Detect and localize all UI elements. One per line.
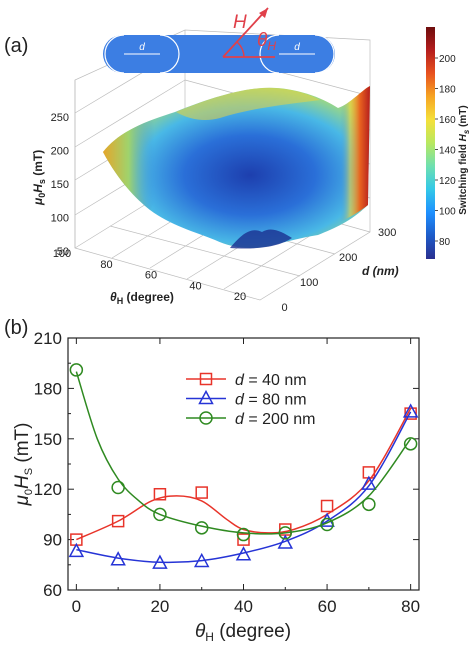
plot-series xyxy=(68,363,419,569)
x-tick-label: 80 xyxy=(401,597,420,616)
field-symbol: H xyxy=(233,12,247,33)
y-axis: 60 90 120 150 180 210 xyxy=(34,329,419,600)
panel-b-label: (b) xyxy=(4,317,28,339)
theta-tick-label: 80 xyxy=(100,259,112,271)
data-point xyxy=(236,527,251,542)
legend-label: d = 80 nm xyxy=(235,392,307,409)
data-point xyxy=(237,533,250,546)
data-point xyxy=(111,480,125,495)
field-vector xyxy=(222,7,275,58)
y-tick-label: 150 xyxy=(34,430,62,449)
legend-entry: d = 40 nm xyxy=(186,372,307,389)
y-tick-label: 90 xyxy=(43,531,62,550)
theta-axis: 100 80 60 40 20 0 xyxy=(53,248,288,314)
theta-tick-label: 0 xyxy=(281,302,287,314)
colorbar-tick-label: 200 xyxy=(439,54,456,65)
theta-tick-label: 100 xyxy=(53,248,71,260)
switching-field-surface xyxy=(103,86,370,249)
z-axis-label: μ0Hs (mT) xyxy=(31,150,47,206)
series-triangle xyxy=(68,403,419,569)
particle-illustration: d d xyxy=(103,34,335,74)
series-fit-line xyxy=(76,408,412,541)
colorbar-tick-label: 120 xyxy=(439,176,456,187)
data-point xyxy=(320,517,334,532)
data-point xyxy=(152,554,168,569)
series-fit-line xyxy=(76,411,412,564)
d-tick-label: 100 xyxy=(300,277,318,289)
data-point xyxy=(195,486,208,499)
theta-axis-label: θH (degree) xyxy=(110,290,174,306)
series-square xyxy=(70,407,417,546)
x-tick-label: 0 xyxy=(72,597,81,616)
field-angle-symbol: θH xyxy=(257,30,276,53)
data-point xyxy=(362,497,376,512)
y-tick-label: 180 xyxy=(34,379,62,398)
theta-tick-label: 40 xyxy=(189,280,201,292)
data-point xyxy=(235,546,252,561)
series-circle xyxy=(69,363,418,542)
d-tick-label: 300 xyxy=(378,227,396,239)
series-fit-line xyxy=(75,371,412,535)
data-point xyxy=(320,499,334,513)
y-tick-label: 60 xyxy=(43,581,62,600)
panel-b: (b) 60 90 120 150 180 210 0 20 40 60 80 d = 40 nm… xyxy=(4,317,420,644)
colorbar-tick-label: 160 xyxy=(439,115,456,126)
colorbar-tick-label: 100 xyxy=(439,207,456,218)
colorbar-gradient xyxy=(426,27,435,259)
y-axis-label: μ0HS (mT) xyxy=(12,423,35,507)
data-point xyxy=(402,403,419,418)
z-tick-label: 100 xyxy=(51,213,69,225)
x-tick-label: 40 xyxy=(234,597,253,616)
legend: d = 40 nm d = 80 nm d = 200 nm xyxy=(186,372,316,428)
data-point xyxy=(194,521,209,535)
data-point xyxy=(403,437,418,451)
d-tick-label: 200 xyxy=(339,252,357,264)
legend-entry: d = 200 nm xyxy=(186,411,316,428)
d-axis: 300 200 100 xyxy=(300,227,396,289)
colorbar-tick-label: 80 xyxy=(439,237,451,248)
x-tick-label: 60 xyxy=(318,597,337,616)
legend-label: d = 200 nm xyxy=(235,411,316,428)
d-axis-label: d (nm) xyxy=(362,264,399,278)
data-point xyxy=(153,507,167,522)
y-tick-label: 120 xyxy=(34,480,62,499)
data-point xyxy=(193,552,210,568)
data-point xyxy=(153,487,167,501)
colorbar-tick-label: 180 xyxy=(439,85,456,96)
theta-tick-label: 20 xyxy=(234,291,246,303)
theta-tick-label: 60 xyxy=(145,270,157,282)
z-tick-label: 150 xyxy=(51,179,69,191)
z-tick-label: 200 xyxy=(51,146,69,158)
data-point xyxy=(277,534,294,549)
z-tick-label: 50 xyxy=(57,246,69,258)
x-tick-label: 20 xyxy=(150,597,169,616)
y-tick-label: 210 xyxy=(34,329,62,348)
legend-marker xyxy=(199,372,213,386)
legend-label: d = 40 nm xyxy=(235,372,307,389)
panel-a-label: (a) xyxy=(4,35,28,57)
data-point xyxy=(111,514,125,528)
x-axis: 0 20 40 60 80 xyxy=(72,338,420,616)
x-axis-label: θH (degree) xyxy=(195,621,291,644)
legend-entry: d = 80 nm xyxy=(186,389,307,409)
particle-d-right-label: d xyxy=(294,42,300,53)
z-tick-label: 250 xyxy=(51,112,69,124)
legend-marker xyxy=(199,411,213,425)
colorbar-tick-label: 140 xyxy=(439,146,456,157)
legend-marker xyxy=(198,389,214,405)
data-point xyxy=(110,551,126,566)
data-point xyxy=(69,363,84,377)
panel-a: (a) xyxy=(4,7,471,314)
data-point xyxy=(361,475,377,490)
data-point xyxy=(68,542,85,558)
data-point xyxy=(278,526,293,540)
colorbar-title: Switching field Hs (mT) xyxy=(458,105,471,214)
colorbar: 200 180 160 140 120 100 80 xyxy=(426,27,456,259)
particle-d-left-label: d xyxy=(139,42,145,53)
